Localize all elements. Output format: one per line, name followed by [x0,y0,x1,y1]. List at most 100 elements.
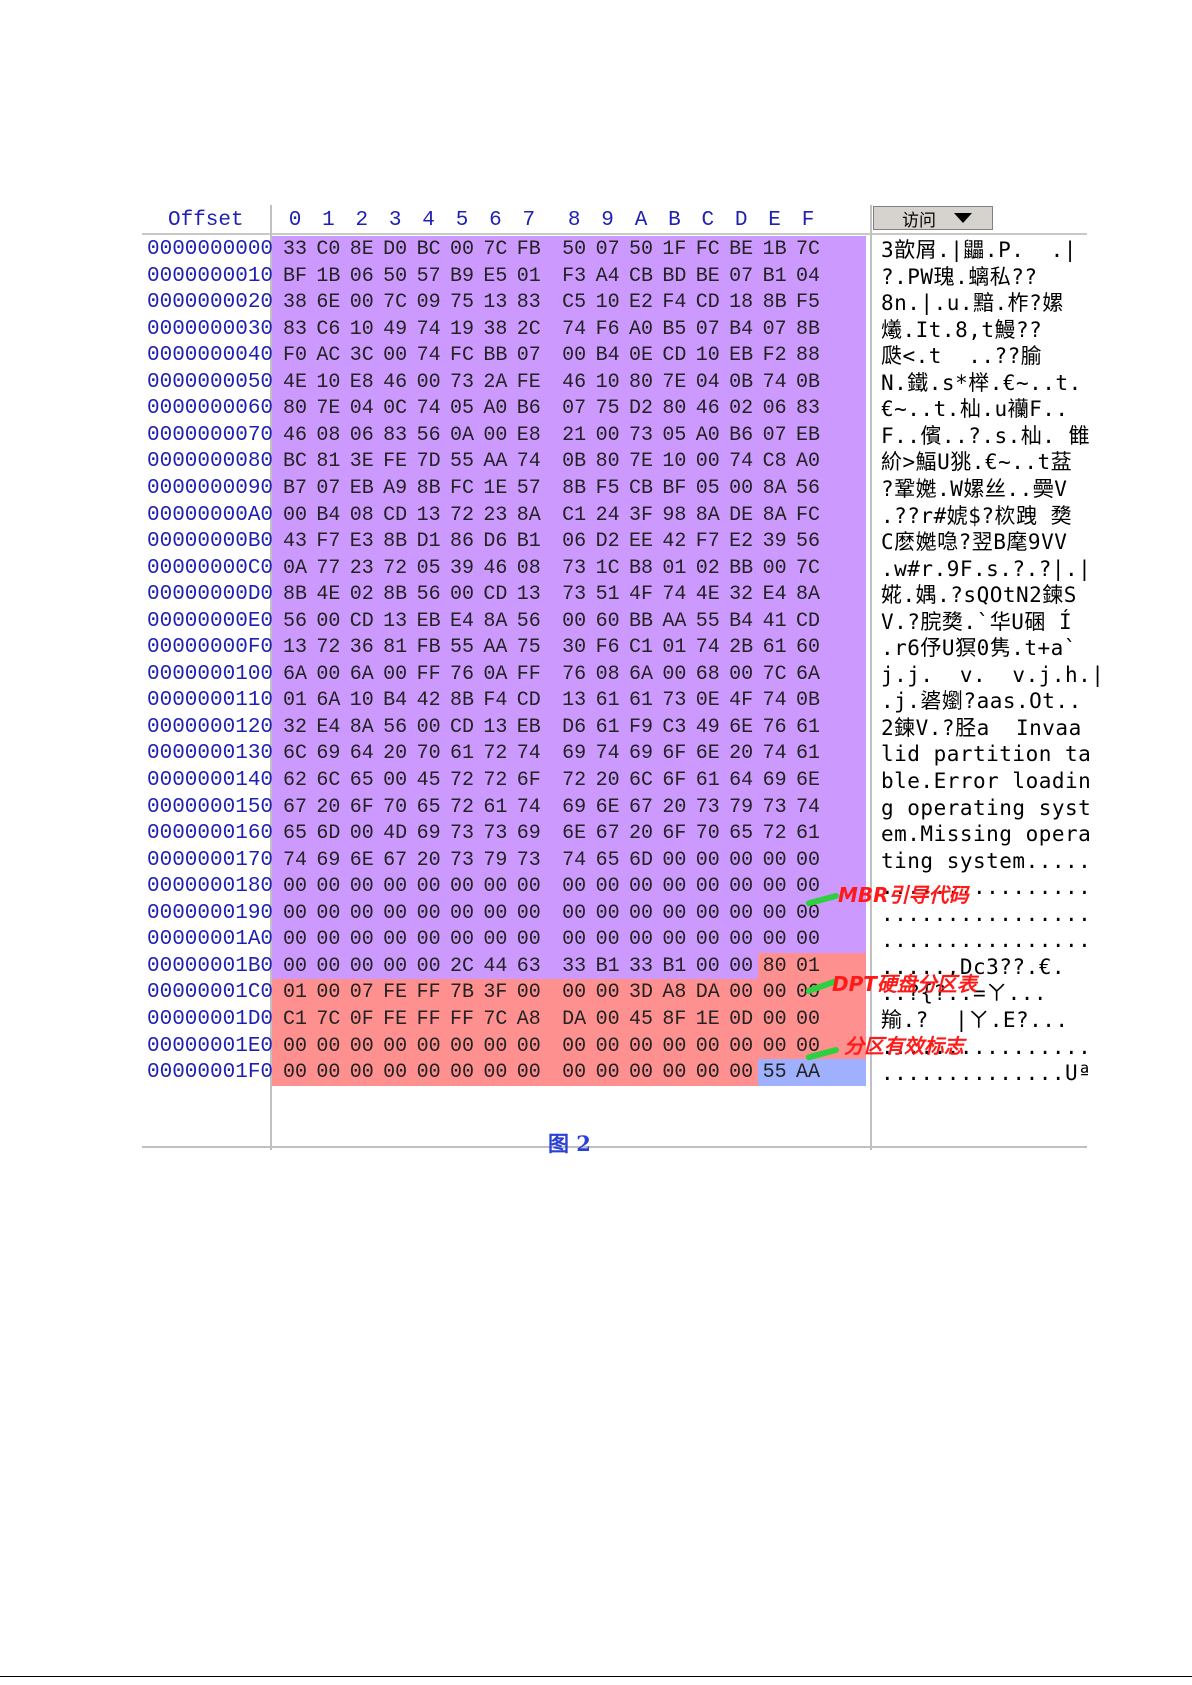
hex-byte[interactable]: 72 [449,503,474,527]
hex-byte[interactable]: C6 [316,317,341,341]
hex-byte[interactable]: 3F [628,503,653,527]
hex-byte[interactable]: 07 [349,981,374,1005]
hex-byte[interactable]: 73 [483,822,508,846]
hex-byte[interactable]: EB [416,609,441,633]
hex-byte[interactable]: 73 [449,370,474,394]
hex-byte[interactable]: 00 [695,450,720,474]
hex-byte[interactable]: 21 [562,423,587,447]
hex-byte[interactable]: 07 [562,397,587,421]
hex-byte[interactable]: FB [416,636,441,660]
hex-byte[interactable]: 00 [595,1061,620,1085]
ascii-text[interactable]: 羭.? |ㄚ.E?... [881,1007,1069,1032]
hex-byte[interactable]: FC [449,344,474,368]
hex-byte[interactable]: 00 [762,1034,787,1058]
hex-byte[interactable]: 00 [762,928,787,952]
hex-byte[interactable]: 74 [729,450,754,474]
hex-byte[interactable]: F9 [628,715,653,739]
hex-byte[interactable]: 20 [595,769,620,792]
hex-byte[interactable]: 55 [449,450,474,474]
hex-byte[interactable]: CB [628,476,653,500]
hex-byte[interactable]: 00 [595,981,620,1005]
hex-byte[interactable]: CB [628,264,653,288]
ascii-text[interactable]: 瓞<.t ..??腧 [881,344,1043,369]
hex-byte[interactable]: B6 [729,423,754,447]
hex-byte[interactable]: EB [729,344,754,368]
hex-byte[interactable]: BF [282,264,307,288]
hex-byte[interactable]: FB [516,238,541,261]
hex-byte[interactable]: 07 [762,423,787,447]
hex-byte[interactable]: C8 [762,450,787,474]
hex-byte[interactable]: 00 [729,848,754,872]
hex-byte[interactable]: 68 [695,662,720,686]
hex-byte[interactable]: 60 [795,636,820,660]
hex-byte[interactable]: 20 [316,795,341,819]
hex-byte[interactable]: FF [416,981,441,1005]
hex-byte[interactable]: 6D [628,848,653,872]
hex-byte[interactable]: 76 [562,662,587,686]
hex-byte[interactable]: 79 [729,795,754,819]
hex-byte[interactable]: F7 [695,530,720,554]
hex-byte[interactable]: CD [449,715,474,739]
hex-byte[interactable]: E2 [729,530,754,554]
hex-byte[interactable]: 55 [449,636,474,660]
hex-byte[interactable]: 30 [562,636,587,660]
hex-byte[interactable]: D1 [416,530,441,554]
hex-byte[interactable]: 4F [729,689,754,713]
hex-byte[interactable]: 80 [628,370,653,394]
hex-byte[interactable]: 08 [516,556,541,580]
hex-byte[interactable]: F5 [795,291,820,315]
hex-byte[interactable]: 7C [383,291,408,315]
hex-byte[interactable]: 00 [416,875,441,899]
hex-byte[interactable]: 73 [628,423,653,447]
hex-byte[interactable]: BE [695,264,720,288]
hex-byte[interactable]: 65 [349,769,374,792]
hex-byte[interactable]: 86 [449,530,474,554]
hex-byte[interactable]: 65 [282,822,307,846]
hex-byte[interactable]: 88 [795,344,820,368]
hex-byte[interactable]: AA [795,1061,820,1085]
hex-byte[interactable]: 6A [349,662,374,686]
hex-byte[interactable]: 00 [449,901,474,925]
hex-byte[interactable]: 8A [483,609,508,633]
hex-byte[interactable]: 80 [595,450,620,474]
hex-byte[interactable]: 49 [383,317,408,341]
hex-byte[interactable]: 80 [662,397,687,421]
hex-byte[interactable]: FE [516,370,541,394]
hex-byte[interactable]: 38 [483,317,508,341]
hex-byte[interactable]: E8 [349,370,374,394]
hex-byte[interactable]: 39 [449,556,474,580]
hex-byte[interactable]: 00 [662,848,687,872]
hex-byte[interactable]: 3F [483,981,508,1005]
hex-byte[interactable]: B4 [316,503,341,527]
hex-byte[interactable]: 69 [316,848,341,872]
hex-byte[interactable]: A8 [662,981,687,1005]
hex-byte[interactable]: 07 [316,476,341,500]
hex-byte[interactable]: 00 [628,901,653,925]
hex-byte[interactable]: 00 [282,928,307,952]
hex-byte[interactable]: 61 [595,715,620,739]
hex-byte[interactable]: 74 [762,689,787,713]
hex-byte[interactable]: 76 [449,662,474,686]
hex-byte[interactable]: 74 [416,397,441,421]
hex-byte[interactable]: 74 [516,795,541,819]
hex-byte[interactable]: 83 [516,291,541,315]
hex-byte[interactable]: 32 [282,715,307,739]
hex-byte[interactable]: 63 [516,954,541,978]
hex-byte[interactable]: E5 [483,264,508,288]
hex-byte[interactable]: 77 [316,556,341,580]
hex-byte[interactable]: 1F [662,238,687,261]
hex-byte[interactable]: 0B [795,689,820,713]
hex-byte[interactable]: 56 [282,609,307,633]
hex-byte[interactable]: 75 [595,397,620,421]
hex-byte[interactable]: 00 [416,715,441,739]
hex-byte[interactable]: 00 [562,1034,587,1058]
hex-byte[interactable]: C1 [562,503,587,527]
hex-byte[interactable]: 00 [762,848,787,872]
hex-byte[interactable]: 00 [282,875,307,899]
hex-byte[interactable]: 61 [795,715,820,739]
hex-byte[interactable]: 69 [416,822,441,846]
ascii-text[interactable]: €~..t.杣.u襽F.. [881,397,1069,422]
hex-byte[interactable]: 00 [383,1034,408,1058]
hex-byte[interactable]: 00 [562,1061,587,1085]
hex-byte[interactable]: 33 [562,954,587,978]
